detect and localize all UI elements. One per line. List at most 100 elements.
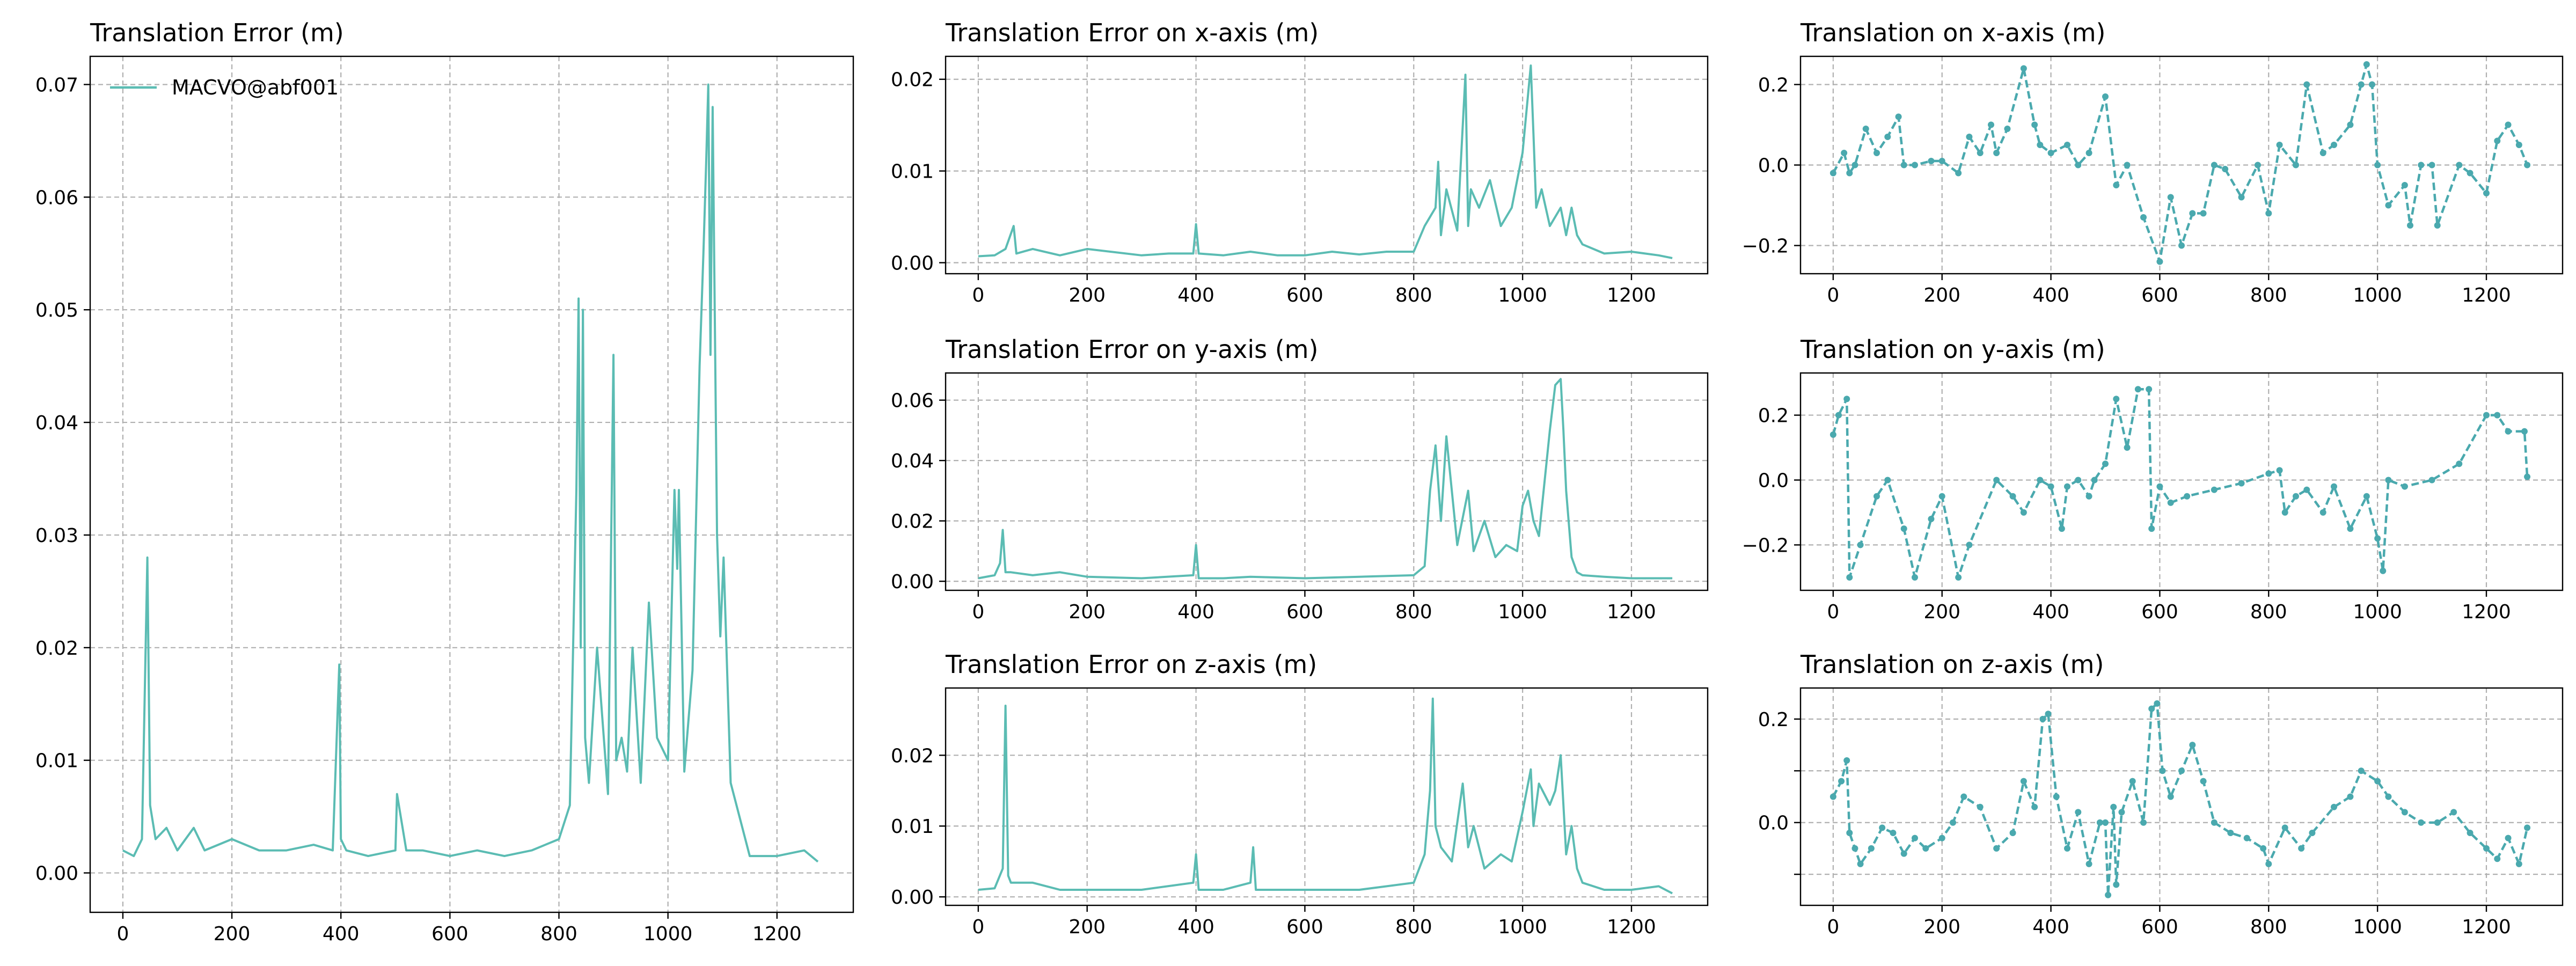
panel-translation-z: Translation on z-axis (m) 0 200 400 600 800 10… [1758,650,2564,938]
series-point [2374,778,2381,785]
series-line [978,697,1673,895]
series-point [1955,574,1962,581]
series-point [2505,428,2512,435]
x-tick-label: 1000 [1498,284,1547,306]
chart-title: Translation on x-axis (m) [1800,18,2106,47]
series-point [2456,162,2463,169]
series-point [2178,242,2185,249]
panel-translation-x: Translation on x-axis (m) 0 200 400 600 800 10… [1742,18,2564,306]
y-tick-label: 0.02 [891,69,934,91]
series-line [1832,702,2529,896]
x-tick-label: 200 [1069,916,1106,938]
series-point [2260,845,2267,852]
x-tick-label: 0 [1827,916,1839,938]
series-point [1838,778,1845,785]
series-point [2276,142,2283,148]
chart-title: Translation Error on z-axis (m) [945,650,1317,679]
series-point [2113,881,2120,888]
series-point [2105,891,2112,898]
series-point [2222,166,2229,172]
series-point [2483,412,2490,419]
y-tick-label: 0.04 [35,412,78,434]
series-point [2434,222,2441,229]
series-point [2085,860,2092,867]
series-point [2110,803,2117,810]
x-tick-label: 0 [116,923,129,945]
series-point [1890,830,1897,836]
series-point [1922,845,1929,852]
series-point [2004,126,2011,132]
x-tick-label: 600 [431,923,469,945]
axes-frame [945,372,1709,591]
series-point [2524,824,2531,831]
y-tick-label: 0.06 [35,187,78,209]
y-tick-label: 0.01 [891,161,934,183]
series-point [2515,860,2522,867]
series-point [1895,113,1902,120]
y-tick-label: 0.00 [891,571,934,593]
series-line [978,64,1673,259]
series-point [1829,793,1836,800]
series-point [2085,493,2092,500]
x-tick-label: 0 [1827,601,1839,623]
x-tick-label: 800 [2250,284,2287,306]
x-tick-label: 0 [1827,284,1839,306]
series-point [2407,222,2413,229]
series-point [2281,509,2288,516]
series-point [2418,819,2425,826]
series-point [2515,142,2522,148]
x-tick-label: 200 [1923,916,1960,938]
series-point [2524,162,2531,169]
series-line [122,83,819,863]
series-point [1900,850,1907,857]
panel-error-y: Translation Error on y-axis (m) 0 200 400 60… [891,335,1709,623]
grid [946,688,1708,905]
x-tick-label: 600 [2141,916,2178,938]
series-point [1900,525,1907,532]
series-point [2211,486,2218,493]
x-tick-label: 200 [214,923,251,945]
series-point [2020,509,2027,516]
series-point [2293,493,2299,500]
y-tick-label: 0.03 [35,525,78,547]
series-point [2037,142,2044,148]
series-point [2347,793,2354,800]
axes-frame [945,55,1709,275]
series-point [2385,793,2392,800]
legend: MACVO@abf001 [110,76,339,99]
y-tick-label: 0.06 [891,390,934,412]
y-tick-label: −0.2 [1742,535,1789,557]
x-tick-label: 800 [540,923,577,945]
series-point [2064,845,2070,852]
series-point [1912,574,1918,581]
series-point [1900,162,1907,169]
chart-title: Translation on y-axis (m) [1800,335,2105,364]
legend-label: MACVO@abf001 [172,76,339,99]
y-tick-label: 0.01 [35,750,78,772]
x-tick-label: 400 [2032,284,2069,306]
series-line [978,378,1673,580]
series-point [2146,386,2153,393]
series-point [1862,126,1869,132]
y-tick-label: 0.2 [1758,75,1789,97]
chart-title: Translation Error on y-axis (m) [945,335,1318,364]
series-point [2385,477,2392,484]
series-point [2211,162,2218,169]
series-point [2358,81,2365,88]
x-tick-label: 400 [2032,601,2069,623]
series-point [2363,61,2370,68]
series-point [2167,499,2174,506]
series-point [2385,202,2392,209]
y-tick-label: 0.05 [35,299,78,321]
series-point [2148,705,2155,712]
series-point [1843,396,1850,402]
series-point [2134,386,2141,393]
y-tick-label: 0.0 [1758,470,1789,492]
x-tick-label: 1200 [2462,284,2511,306]
series-point [1846,830,1853,836]
series-point [2418,162,2425,169]
x-tick-label: 600 [1286,284,1323,306]
series-point [2227,830,2234,836]
series-point [1988,121,1994,128]
x-tick-label: 1000 [2353,284,2402,306]
